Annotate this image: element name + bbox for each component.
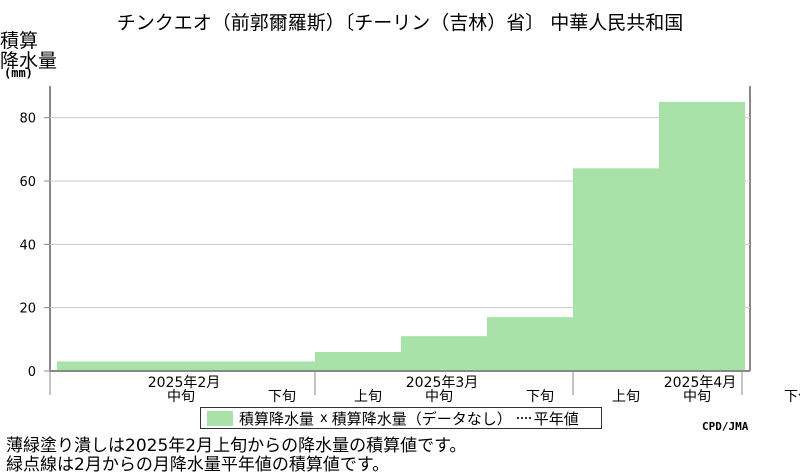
bar	[229, 361, 315, 371]
dekad-label: 中旬	[167, 389, 195, 405]
legend-bar-label: 積算降水量	[239, 409, 315, 428]
month-label: 2025年2月	[148, 375, 221, 391]
month-label: 2025年3月	[406, 375, 479, 391]
bar	[315, 352, 401, 371]
dekad-label: 上旬	[612, 389, 640, 405]
y-tick-label: 80	[19, 112, 36, 127]
bar	[401, 336, 487, 371]
credit: CPD/JMA	[702, 420, 749, 433]
month-label: 2025年4月	[664, 375, 737, 391]
bar	[143, 361, 229, 371]
y-tick-label: 20	[19, 302, 36, 317]
dekad-label: 中旬	[683, 389, 711, 405]
legend-mean-label: 平年値	[533, 409, 579, 428]
bar	[573, 168, 659, 371]
legend-mean-item: 平年値	[514, 408, 579, 429]
bar	[57, 361, 143, 371]
y-tick-label: 60	[19, 175, 36, 190]
y-axis-unit: (mm)	[4, 66, 33, 80]
legend: 積算降水量 x 積算降水量（データなし） 平年値	[200, 407, 602, 429]
y-tick-label: 0	[28, 365, 36, 380]
y-axis-label-line2: 降水量	[0, 50, 58, 72]
dekad-label: 上旬	[354, 389, 382, 405]
note-2: 緑点線は2月からの月降水量平年値の積算値です。	[6, 455, 390, 475]
y-tick-label: 40	[19, 238, 36, 253]
dekad-label: 下旬	[784, 389, 800, 405]
bar	[487, 317, 573, 371]
y-axis-label-line1: 積算	[0, 30, 39, 52]
chart-title: チンクエオ（前郭爾羅斯）〔チーリン（吉林）省〕 中華人民共和国	[116, 12, 684, 34]
legend-missing-label: 積算降水量（データなし）	[331, 409, 512, 428]
legend-bar-swatch	[207, 410, 233, 426]
bar	[659, 101, 745, 371]
legend-dotted-line-icon	[516, 417, 531, 419]
dekad-label: 中旬	[425, 389, 453, 405]
legend-missing-marker-icon: x	[320, 410, 328, 426]
dekad-label: 下旬	[268, 389, 296, 405]
dekad-label: 下旬	[526, 389, 554, 405]
note-1: 薄緑塗り潰しは2025年2月上旬からの降水量の積算値です。	[6, 436, 467, 456]
